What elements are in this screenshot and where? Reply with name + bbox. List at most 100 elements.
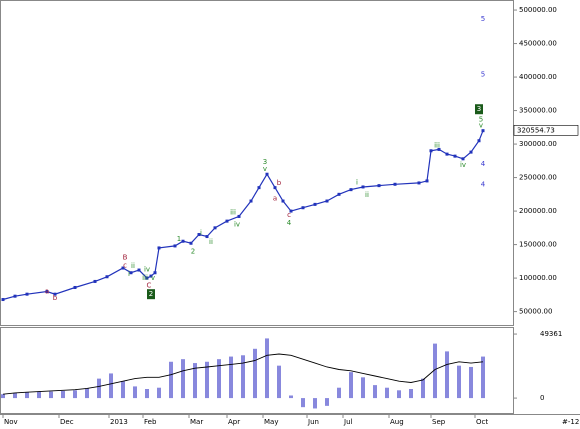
histogram-bar: [169, 361, 173, 399]
price-point: [453, 154, 457, 158]
wave-label: 2: [149, 290, 153, 298]
wave-label: iii: [434, 141, 440, 149]
x-tick-label: Dec: [60, 418, 74, 426]
histogram-bar: [373, 385, 377, 399]
wave-label: C: [147, 281, 152, 289]
price-point: [189, 241, 193, 245]
y-tick-label: 100000.00: [519, 274, 557, 282]
histogram-bar: [181, 359, 185, 399]
wave-label: iv: [460, 161, 466, 169]
price-point: [461, 157, 465, 161]
price-point: [425, 179, 429, 183]
price-point: [477, 139, 481, 143]
wave-label: 5: [481, 15, 485, 23]
histogram-bar: [457, 365, 461, 399]
wave-label: 2: [191, 247, 195, 255]
y-tick-label: 300000.00: [519, 140, 557, 148]
histogram-bar: [253, 348, 257, 399]
price-point: [213, 226, 217, 230]
wave-label: i: [356, 178, 358, 186]
wave-label: 3: [263, 158, 267, 166]
price-point: [257, 186, 261, 190]
price-point: [181, 239, 185, 243]
price-point: [145, 276, 149, 280]
histogram-bar: [289, 395, 293, 399]
y-tick-label: 450000.00: [519, 40, 557, 48]
histogram-bar: [1, 394, 5, 399]
histogram-bar: [277, 365, 281, 399]
y-tick-label: 200000.00: [519, 207, 557, 215]
histogram-bar: [217, 359, 221, 399]
price-point: [281, 199, 285, 203]
price-point: [137, 268, 141, 272]
price-point: [325, 199, 329, 203]
histogram-bar: [25, 392, 29, 399]
price-point: [153, 271, 157, 275]
price-point: [129, 271, 133, 275]
y-tick-label: 500000.00: [519, 6, 557, 14]
x-tick-label: Sep: [432, 418, 446, 426]
price-point: [105, 275, 109, 279]
wave-label: i: [200, 229, 202, 237]
x-tick-label: Jun: [307, 418, 319, 426]
wave-label: ii: [365, 191, 369, 199]
wave-label: iv: [144, 265, 150, 273]
wave-label: ii: [209, 238, 213, 246]
x-tick-label: Nov: [4, 418, 18, 426]
last-price-box: [513, 124, 579, 136]
price-point: [313, 202, 317, 206]
wave-label: b: [53, 294, 58, 302]
histogram-bar: [145, 389, 149, 399]
price-point: [237, 214, 241, 218]
histogram-bar: [13, 392, 17, 399]
histogram-bar: [481, 356, 485, 399]
corner-label: #-121: [562, 418, 580, 426]
price-point: [481, 129, 485, 133]
histogram-bar: [445, 351, 449, 399]
x-tick-label: Mar: [190, 418, 203, 426]
wave-label: 5: [479, 115, 483, 123]
price-point: [1, 298, 5, 302]
price-point: [225, 219, 229, 223]
wave-label: 4: [481, 160, 486, 168]
wave-label: a: [45, 287, 49, 295]
histogram-bar: [433, 343, 437, 399]
histogram-bar: [241, 355, 245, 399]
histogram-bar: [385, 387, 389, 399]
x-tick-label: 2013: [110, 418, 128, 426]
histogram-bar: [265, 338, 269, 399]
x-tick-label: Oct: [476, 418, 488, 426]
x-tick-label: Apr: [228, 418, 240, 426]
price-point: [173, 244, 177, 248]
last-price-label: 320554.73: [517, 126, 555, 134]
price-point: [25, 292, 29, 296]
price-point: [417, 181, 421, 185]
histogram-bar: [157, 387, 161, 399]
wave-label: 1: [177, 235, 181, 243]
histogram-bar: [37, 391, 41, 399]
histogram-bar: [229, 356, 233, 399]
price-point: [205, 235, 209, 239]
price-point: [377, 184, 381, 188]
price-point: [273, 186, 277, 190]
x-tick-label: Feb: [144, 418, 157, 426]
histogram-bar: [349, 372, 353, 399]
wave-label: B: [123, 253, 128, 261]
price-point: [349, 188, 353, 192]
y-tick-label: 0: [540, 394, 544, 402]
price-point: [361, 185, 365, 189]
price-point: [73, 285, 77, 289]
price-point: [437, 147, 441, 151]
price-point: [265, 172, 269, 176]
price-point: [45, 289, 49, 293]
histogram-bar: [337, 387, 341, 399]
x-tick-label: May: [264, 418, 278, 426]
histogram-bar: [313, 398, 317, 409]
wave-label: c: [287, 211, 291, 219]
y-tick-label: 150000.00: [519, 241, 557, 249]
histogram-bar: [361, 377, 365, 399]
histogram-bar: [325, 398, 329, 406]
wave-label: 4: [287, 219, 292, 227]
price-point: [469, 150, 473, 154]
